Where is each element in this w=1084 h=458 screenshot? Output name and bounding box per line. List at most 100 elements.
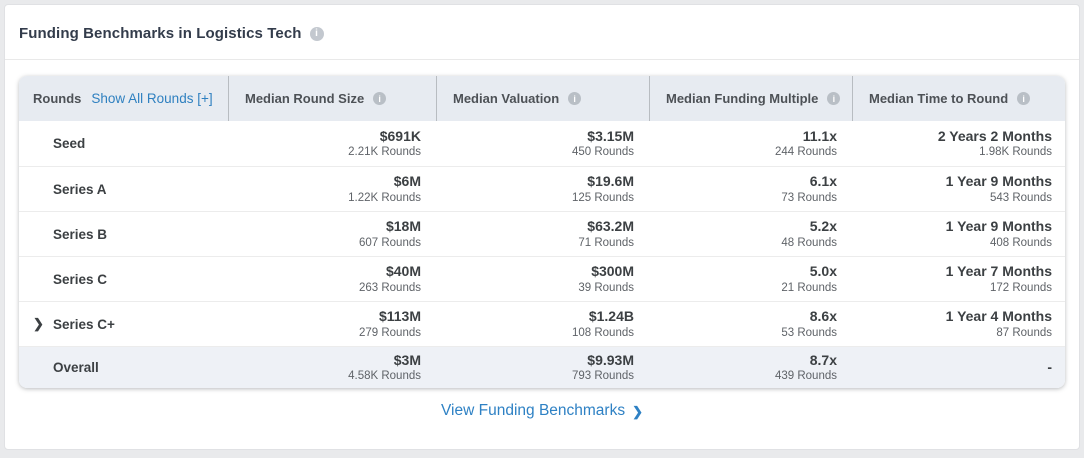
cell-rounds-count: 439 Rounds <box>774 370 837 383</box>
cell-median-funding-multiple: 5.0x 21 Rounds <box>649 257 852 301</box>
cell-median-round-size: $18M 607 Rounds <box>228 212 436 256</box>
column-header-median-round-size: Median Round Size i <box>228 76 436 121</box>
cell-median-funding-multiple: 6.1x 73 Rounds <box>649 167 852 211</box>
row-label-cell: ❯ Series C+ <box>19 302 228 346</box>
column-info-icon[interactable]: i <box>568 92 582 105</box>
rounds-column-label: Rounds <box>33 91 82 106</box>
cell-value: $18M <box>385 218 421 235</box>
cell-value: 1 Year 9 Months <box>945 218 1052 235</box>
table-row-overall: ❯Overall $3M 4.58K Rounds $9.93M 793 Rounds 8… <box>19 346 1065 388</box>
cell-rounds-count: 108 Rounds <box>571 326 634 339</box>
cell-value: $1.24B <box>588 308 634 325</box>
round-stage-label: Overall <box>53 360 99 375</box>
cell-rounds-count: 4.58K Rounds <box>348 370 421 383</box>
table-row-seed: ❯Seed $691K 2.21K Rounds $3.15M 450 Rounds 11… <box>19 121 1065 166</box>
cell-value: 1 Year 7 Months <box>945 263 1052 280</box>
cell-rounds-count: 71 Rounds <box>578 236 634 249</box>
cell-rounds-count: 1.22K Rounds <box>348 191 421 204</box>
cell-value: 1 Year 9 Months <box>945 173 1052 190</box>
cell-median-valuation: $3.15M 450 Rounds <box>436 121 649 166</box>
cell-median-funding-multiple: 5.2x 48 Rounds <box>649 212 852 256</box>
cell-rounds-count: 793 Rounds <box>571 370 634 383</box>
benchmarks-table: Rounds Show All Rounds [+] Median Round … <box>19 76 1065 388</box>
cell-value: 5.2x <box>809 218 837 235</box>
cell-rounds-count: 2.21K Rounds <box>348 146 421 159</box>
card-header: Funding Benchmarks in Logistics Tech i <box>5 5 1079 60</box>
cell-median-funding-multiple: 8.6x 53 Rounds <box>649 302 852 346</box>
cell-value: $113M <box>378 308 421 325</box>
table-row-series-c-[interactable]: ❯ Series C+ $113M 279 Rounds $1.24B 108 Round… <box>19 301 1065 346</box>
column-header-median-funding-multiple: Median Funding Multiple i <box>649 76 852 121</box>
round-stage-label: Series C <box>53 271 108 287</box>
cell-value: $9.93M <box>587 351 634 368</box>
column-header-median-valuation: Median Valuation i <box>436 76 649 121</box>
cell-rounds-count: 21 Rounds <box>781 281 837 294</box>
cell-value: 8.6x <box>809 308 837 325</box>
round-stage-label: Series A <box>53 181 107 197</box>
cell-value: 1 Year 4 Months <box>945 308 1052 325</box>
cell-median-time-to-round: 1 Year 9 Months 408 Rounds <box>852 212 1065 256</box>
show-all-rounds-link[interactable]: Show All Rounds [+] <box>91 91 213 106</box>
view-funding-benchmarks-label: View Funding Benchmarks <box>441 402 626 419</box>
column-info-icon[interactable]: i <box>827 92 841 105</box>
cell-median-funding-multiple: 8.7x 439 Rounds <box>649 347 852 388</box>
column-header-median-time-to-round: Median Time to Round i <box>852 76 1065 121</box>
row-label-cell: ❯Seed <box>19 121 228 166</box>
cell-median-valuation: $63.2M 71 Rounds <box>436 212 649 256</box>
expand-chevron-icon[interactable]: ❯ <box>33 316 44 331</box>
cell-rounds-count: 279 Rounds <box>358 326 421 339</box>
row-label-cell: ❯Series B <box>19 212 228 256</box>
cell-rounds-count: 1.98K Rounds <box>979 146 1052 159</box>
cell-value: $6M <box>393 173 421 190</box>
cell-value: $300M <box>591 263 634 280</box>
cell-median-time-to-round: - <box>852 347 1065 388</box>
cell-rounds-count: 73 Rounds <box>781 191 837 204</box>
cell-rounds-count: 125 Rounds <box>571 191 634 204</box>
cell-rounds-count: 244 Rounds <box>774 146 837 159</box>
column-header-label: Median Funding Multiple <box>666 91 819 106</box>
cell-median-time-to-round: 2 Years 2 Months 1.98K Rounds <box>852 121 1065 166</box>
view-funding-benchmarks-link[interactable]: View Funding Benchmarks ❯ <box>441 402 643 420</box>
row-label-cell: ❯Series A <box>19 167 228 211</box>
chevron-right-icon: ❯ <box>632 403 643 419</box>
column-info-icon[interactable]: i <box>1017 92 1031 105</box>
cell-value: $3M <box>393 351 421 368</box>
funding-benchmarks-card: Funding Benchmarks in Logistics Tech i R… <box>4 4 1080 450</box>
row-label-cell: ❯Series C <box>19 257 228 301</box>
column-header-label: Median Round Size <box>245 91 365 106</box>
cell-value: - <box>1047 359 1052 376</box>
cell-median-round-size: $6M 1.22K Rounds <box>228 167 436 211</box>
page-title: Funding Benchmarks in Logistics Tech <box>19 25 302 42</box>
cell-median-funding-multiple: 11.1x 244 Rounds <box>649 121 852 166</box>
cell-median-valuation: $1.24B 108 Rounds <box>436 302 649 346</box>
cell-median-time-to-round: 1 Year 9 Months 543 Rounds <box>852 167 1065 211</box>
cell-rounds-count: 48 Rounds <box>781 236 837 249</box>
card-footer: View Funding Benchmarks ❯ <box>5 402 1079 420</box>
column-header-rounds: Rounds Show All Rounds [+] <box>19 76 228 121</box>
cell-median-time-to-round: 1 Year 7 Months 172 Rounds <box>852 257 1065 301</box>
cell-median-time-to-round: 1 Year 4 Months 87 Rounds <box>852 302 1065 346</box>
column-info-icon[interactable]: i <box>373 92 387 105</box>
cell-median-round-size: $3M 4.58K Rounds <box>228 347 436 388</box>
cell-value: $19.6M <box>587 173 634 190</box>
round-stage-label: Series B <box>53 226 108 242</box>
round-stage-label: Series C+ <box>53 316 115 332</box>
cell-rounds-count: 450 Rounds <box>571 146 634 159</box>
cell-median-valuation: $300M 39 Rounds <box>436 257 649 301</box>
cell-median-round-size: $40M 263 Rounds <box>228 257 436 301</box>
title-info-icon[interactable]: i <box>309 26 324 41</box>
cell-value: 5.0x <box>809 263 837 280</box>
round-stage-label: Seed <box>53 136 86 151</box>
cell-rounds-count: 607 Rounds <box>358 236 421 249</box>
column-header-label: Median Valuation <box>453 91 560 106</box>
cell-value: $40M <box>385 263 421 280</box>
cell-value: 8.7x <box>809 351 837 368</box>
cell-value: $63.2M <box>587 218 634 235</box>
column-header-label: Median Time to Round <box>869 91 1009 106</box>
cell-median-round-size: $691K 2.21K Rounds <box>228 121 436 166</box>
cell-rounds-count: 543 Rounds <box>989 191 1052 204</box>
cell-rounds-count: 408 Rounds <box>989 236 1052 249</box>
